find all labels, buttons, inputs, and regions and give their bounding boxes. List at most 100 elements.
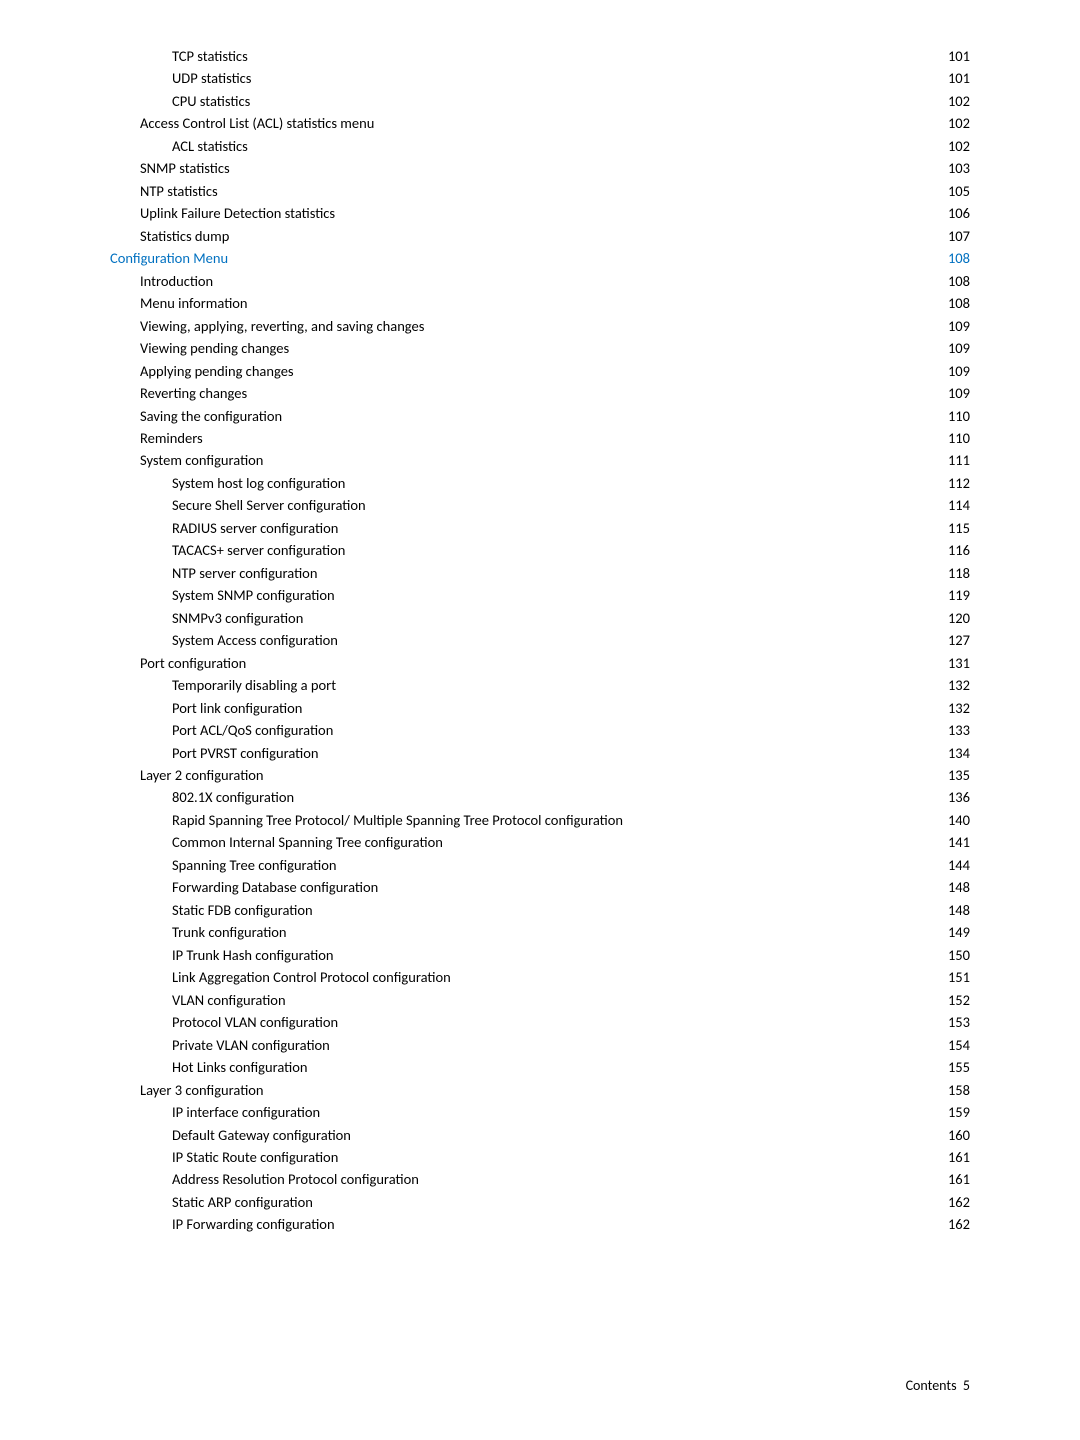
toc-entry[interactable]: Statistics dump 107 — [110, 225, 970, 247]
toc-entry[interactable]: Common Internal Spanning Tree configurat… — [110, 831, 970, 853]
toc-entry[interactable]: Default Gateway configuration 160 — [110, 1124, 970, 1146]
toc-entry-page: 106 — [948, 202, 970, 224]
toc-entry[interactable]: VLAN configuration 152 — [110, 989, 970, 1011]
toc-entry[interactable]: UDP statistics 101 — [110, 67, 970, 89]
toc-entry-page: 150 — [948, 944, 970, 966]
toc-entry[interactable]: System SNMP configuration 119 — [110, 584, 970, 606]
toc-entry-page: 108 — [948, 292, 970, 314]
toc-list: TCP statistics 101UDP statistics 101CPU … — [110, 45, 970, 1236]
toc-entry[interactable]: SNMP statistics 103 — [110, 157, 970, 179]
toc-entry-page: 101 — [948, 67, 970, 89]
toc-entry[interactable]: Layer 2 configuration 135 — [110, 764, 970, 786]
toc-entry[interactable]: Port configuration 131 — [110, 652, 970, 674]
toc-entry-page: 152 — [948, 989, 970, 1011]
toc-entry-label: TACACS+ server configuration — [172, 539, 345, 561]
toc-entry-label: Viewing pending changes — [140, 337, 289, 359]
toc-entry[interactable]: ACL statistics 102 — [110, 135, 970, 157]
toc-entry[interactable]: Port ACL/QoS configuration 133 — [110, 719, 970, 741]
toc-entry-page: 102 — [948, 135, 970, 157]
toc-entry-label: Port link configuration — [172, 697, 302, 719]
toc-entry[interactable]: Link Aggregation Control Protocol config… — [110, 966, 970, 988]
toc-entry-label: System configuration — [140, 449, 263, 471]
toc-entry[interactable]: TCP statistics 101 — [110, 45, 970, 67]
toc-entry[interactable]: IP Trunk Hash configuration 150 — [110, 944, 970, 966]
toc-entry[interactable]: Applying pending changes 109 — [110, 360, 970, 382]
toc-entry[interactable]: TACACS+ server configuration 116 — [110, 539, 970, 561]
toc-entry[interactable]: NTP statistics 105 — [110, 180, 970, 202]
toc-entry-page: 109 — [948, 360, 970, 382]
toc-entry-page: 116 — [948, 539, 970, 561]
toc-entry-label: Secure Shell Server configuration — [172, 494, 366, 516]
toc-entry[interactable]: Private VLAN configuration 154 — [110, 1034, 970, 1056]
toc-entry[interactable]: System Access configuration 127 — [110, 629, 970, 651]
toc-entry[interactable]: RADIUS server configuration 115 — [110, 517, 970, 539]
toc-entry-label: UDP statistics — [172, 67, 251, 89]
toc-entry-page: 120 — [948, 607, 970, 629]
toc-entry[interactable]: Uplink Failure Detection statistics 106 — [110, 202, 970, 224]
toc-entry[interactable]: Forwarding Database configuration 148 — [110, 876, 970, 898]
toc-entry[interactable]: Rapid Spanning Tree Protocol/ Multiple S… — [110, 809, 970, 831]
toc-entry[interactable]: Port link configuration 132 — [110, 697, 970, 719]
toc-entry[interactable]: SNMPv3 configuration 120 — [110, 607, 970, 629]
toc-entry[interactable]: Port PVRST configuration 134 — [110, 742, 970, 764]
toc-entry-label: Static FDB configuration — [172, 899, 313, 921]
page-footer: Contents 5 — [906, 1377, 970, 1394]
toc-entry-label: Introduction — [140, 270, 213, 292]
page: TCP statistics 101UDP statistics 101CPU … — [0, 0, 1080, 1440]
toc-entry[interactable]: Saving the configuration 110 — [110, 405, 970, 427]
toc-entry-label: Address Resolution Protocol configuratio… — [172, 1168, 419, 1190]
toc-entry-page: 160 — [948, 1124, 970, 1146]
toc-entry[interactable]: Protocol VLAN configuration 153 — [110, 1011, 970, 1033]
toc-entry[interactable]: Layer 3 configuration 158 — [110, 1079, 970, 1101]
toc-entry[interactable]: Static FDB configuration 148 — [110, 899, 970, 921]
toc-entry[interactable]: IP interface configuration 159 — [110, 1101, 970, 1123]
toc-entry-page: 115 — [948, 517, 970, 539]
toc-entry[interactable]: Introduction 108 — [110, 270, 970, 292]
toc-entry[interactable]: 802.1X configuration 136 — [110, 786, 970, 808]
toc-entry-page: 148 — [948, 876, 970, 898]
toc-entry[interactable]: Hot Links configuration 155 — [110, 1056, 970, 1078]
toc-entry-page: 108 — [948, 270, 970, 292]
toc-entry[interactable]: Static ARP configuration 162 — [110, 1191, 970, 1213]
toc-entry-label: IP Static Route configuration — [172, 1146, 338, 1168]
toc-entry-label: SNMP statistics — [140, 157, 230, 179]
toc-entry-label: Link Aggregation Control Protocol config… — [172, 966, 451, 988]
toc-entry-page: 110 — [948, 427, 970, 449]
toc-entry[interactable]: IP Forwarding configuration 162 — [110, 1213, 970, 1235]
toc-entry[interactable]: NTP server configuration 118 — [110, 562, 970, 584]
toc-entry[interactable]: IP Static Route configuration 161 — [110, 1146, 970, 1168]
toc-entry[interactable]: System configuration 111 — [110, 449, 970, 471]
toc-entry-label: Layer 3 configuration — [140, 1079, 264, 1101]
toc-entry-label: Uplink Failure Detection statistics — [140, 202, 335, 224]
toc-entry-label: Forwarding Database configuration — [172, 876, 378, 898]
toc-entry-page: 162 — [948, 1191, 970, 1213]
toc-entry-page: 159 — [948, 1101, 970, 1123]
toc-entry[interactable]: Trunk configuration 149 — [110, 921, 970, 943]
toc-entry-page: 108 — [948, 247, 970, 269]
toc-entry-page: 132 — [948, 674, 970, 696]
toc-entry[interactable]: Spanning Tree configuration 144 — [110, 854, 970, 876]
toc-entry-label: Spanning Tree configuration — [172, 854, 336, 876]
toc-entry[interactable]: Address Resolution Protocol configuratio… — [110, 1168, 970, 1190]
toc-entry[interactable]: Menu information 108 — [110, 292, 970, 314]
toc-entry-page: 151 — [948, 966, 970, 988]
toc-entry-page: 136 — [948, 786, 970, 808]
toc-entry[interactable]: Temporarily disabling a port 132 — [110, 674, 970, 696]
toc-entry[interactable]: System host log configuration 112 — [110, 472, 970, 494]
toc-entry[interactable]: Configuration Menu 108 — [110, 247, 970, 269]
toc-entry-label: Protocol VLAN configuration — [172, 1011, 338, 1033]
toc-entry[interactable]: Viewing pending changes 109 — [110, 337, 970, 359]
toc-entry-label: NTP statistics — [140, 180, 218, 202]
toc-entry[interactable]: Reverting changes 109 — [110, 382, 970, 404]
toc-entry-label: System Access configuration — [172, 629, 338, 651]
toc-entry[interactable]: Reminders 110 — [110, 427, 970, 449]
toc-entry-page: 109 — [948, 382, 970, 404]
toc-entry[interactable]: CPU statistics 102 — [110, 90, 970, 112]
toc-entry-label: Rapid Spanning Tree Protocol/ Multiple S… — [172, 809, 623, 831]
toc-entry-label: Common Internal Spanning Tree configurat… — [172, 831, 443, 853]
footer-label: Contents — [906, 1377, 957, 1394]
toc-entry[interactable]: Viewing, applying, reverting, and saving… — [110, 315, 970, 337]
toc-entry[interactable]: Secure Shell Server configuration 114 — [110, 494, 970, 516]
toc-entry[interactable]: Access Control List (ACL) statistics men… — [110, 112, 970, 134]
toc-entry-label: Private VLAN configuration — [172, 1034, 330, 1056]
